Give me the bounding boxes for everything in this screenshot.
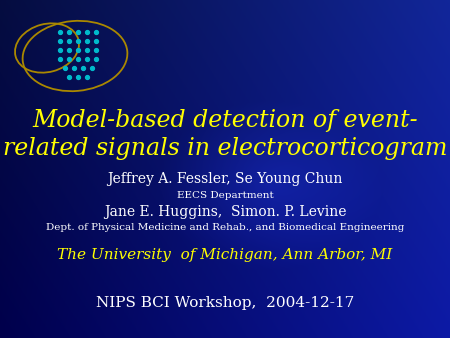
Text: Model-based detection of event-: Model-based detection of event- bbox=[32, 108, 418, 131]
Text: The University  of Michigan, Ann Arbor, MI: The University of Michigan, Ann Arbor, M… bbox=[58, 248, 392, 262]
Text: EECS Department: EECS Department bbox=[176, 191, 274, 199]
Text: related signals in electrocorticogram: related signals in electrocorticogram bbox=[3, 137, 447, 160]
Text: Dept. of Physical Medicine and Rehab., and Biomedical Engineering: Dept. of Physical Medicine and Rehab., a… bbox=[46, 223, 404, 233]
Text: Jeffrey A. Fessler, Se Young Chun: Jeffrey A. Fessler, Se Young Chun bbox=[107, 172, 343, 186]
Text: Jane E. Huggins,  Simon. P. Levine: Jane E. Huggins, Simon. P. Levine bbox=[104, 205, 346, 219]
Text: NIPS BCI Workshop,  2004-12-17: NIPS BCI Workshop, 2004-12-17 bbox=[96, 296, 354, 310]
